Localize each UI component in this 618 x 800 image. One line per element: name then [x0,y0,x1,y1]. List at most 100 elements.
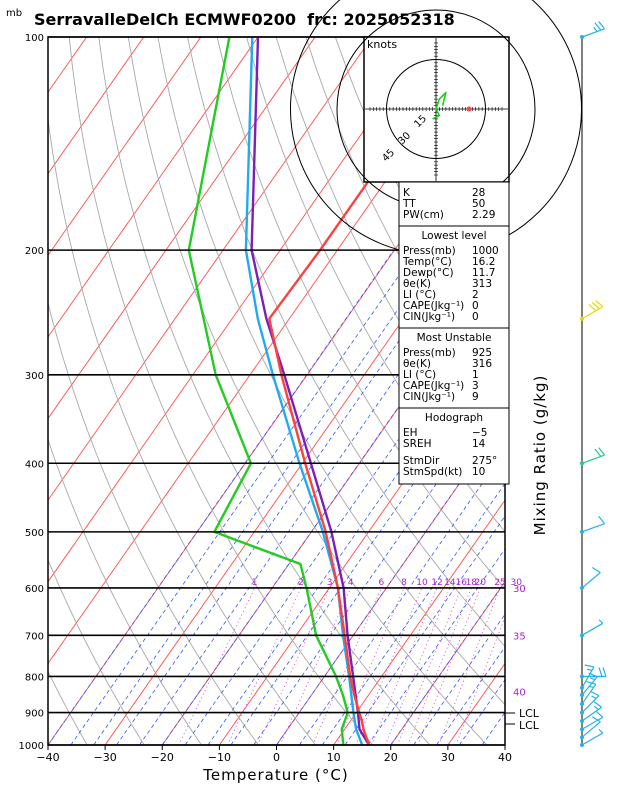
wind-barb [580,710,604,732]
pressure-tick-label: 700 [25,631,44,642]
theta-e-label: 40 [513,687,526,698]
index-label: θe(K) [403,358,431,370]
index-section-title: Lowest level [421,230,486,242]
index-label: CIN(Jkg⁻¹) [403,311,455,323]
isotherm-line [48,37,316,420]
index-value: 0 [472,300,479,312]
isotherm-line [48,37,373,501]
mixing-ratio-label: 16 [455,578,467,588]
dry-adiabat-line [187,37,505,647]
mixing-ratio-label: 14 [444,578,456,588]
mixing-ratio-line [355,587,423,745]
wind-barb [580,567,601,590]
dry-adiabat-line [68,37,374,745]
mixing-ratio-line [417,587,481,745]
index-value: 3 [472,380,479,392]
wind-barb [580,664,595,690]
index-value: 10 [472,466,485,478]
wind-profile [580,20,607,747]
wind-barb [580,515,606,534]
mixing-ratio-label: 18 [466,578,478,588]
index-label: CAPE(Jkg⁻¹) [403,300,464,312]
mixing-ratio-label: 2 [298,578,304,588]
index-value: 316 [472,358,492,370]
dry-adiabat-line [246,37,505,533]
dry-adiabat-line [216,37,505,590]
pressure-tick-label: 900 [25,709,44,720]
moist-adiabat-line [504,744,505,745]
mixing-ratio-line [257,587,331,745]
mixing-ratio-line [407,587,472,745]
index-label: θe(K) [403,278,431,290]
parcel-profile-line [250,37,371,745]
theta-e-label: 30 [513,584,526,595]
isotherm-line [48,37,430,583]
lcl-label-1: LCL [519,707,540,720]
isotherm-line [48,37,259,338]
dry-adiabat-line [157,37,505,706]
temperature-tick-labels: −40 −30 −20 −10 0 10 20 30 40 [36,745,512,764]
index-value: 14 [472,438,486,450]
wind-barb [580,690,600,715]
wind-barb [580,20,606,39]
index-value: 9 [472,391,479,403]
x-axis-label: Temperature (°C) [202,766,348,784]
theta-e-label: 35 [513,631,526,642]
pressure-tick-labels: 100 200 300 400 500 600 700 800 900 1000 [19,33,44,752]
mixing-ratio-label: 6 [379,578,385,588]
index-label: SREH [403,438,432,450]
mixing-ratio-label: 8 [401,578,407,588]
mixing-ratio-line [384,587,451,745]
index-value: 925 [472,347,492,359]
dry-adiabat-line [601,37,618,745]
index-label: Press(mb) [403,245,456,257]
pressure-tick-label: 1000 [19,741,44,752]
pressure-tick-label: 600 [25,584,44,595]
pressure-tick-label: 500 [25,528,44,539]
isotherm-line [104,172,505,745]
index-value: 0 [472,311,479,323]
hodograph-trace [432,91,447,120]
mixing-ratio-line [455,615,505,745]
isotherm-line [390,581,505,745]
temperature-tick-label: −20 [151,751,174,764]
index-label: PW(cm) [403,209,444,221]
index-section-title: Most Unstable [417,332,492,344]
temperature-tick-label: −40 [36,751,59,764]
mixing-ratio-line [312,587,382,745]
temperature-tick-label: −10 [208,751,231,764]
mixing-ratio-label: 3 [327,578,333,588]
mixing-ratio-label: 20 [475,578,487,588]
dry-adiabat-line [275,37,505,476]
index-label: CAPE(Jkg⁻¹) [403,380,464,392]
index-value: 275° [472,455,497,467]
mixing-ratio-label: 30 [510,578,522,588]
pressure-tick-label: 100 [25,33,44,44]
wind-barb [580,681,597,706]
isotherm-line [48,37,145,175]
index-label: Dewp(°C) [403,267,454,279]
dry-adiabat-line [48,116,316,745]
wind-barb [580,716,601,740]
pressure-tick-label: 800 [25,672,44,683]
mixing-ratio-line [396,587,462,745]
storm-motion-marker [466,106,472,112]
pressure-tick-label: 300 [25,371,44,382]
index-value: 16.2 [472,256,495,268]
index-label: K [403,187,411,199]
index-label: StmDir [403,455,440,467]
mixing-ratio-line [227,587,302,745]
chart-title: SerravalleDelCh ECMWF0200 frc: 202505231… [34,10,455,29]
index-section-title: Hodograph [425,412,483,424]
mixing-ratio-label: 10 [416,578,428,588]
temperature-tick-label: 30 [441,751,455,764]
dry-adiabat-line [572,37,618,745]
index-value: 50 [472,198,485,210]
virtual-temperature-line [244,37,364,745]
dry-adiabat-line [542,37,618,745]
pressure-tick-label: 200 [25,246,44,257]
index-label: StmSpd(kt) [403,466,462,478]
index-label: LI (°C) [403,369,436,381]
